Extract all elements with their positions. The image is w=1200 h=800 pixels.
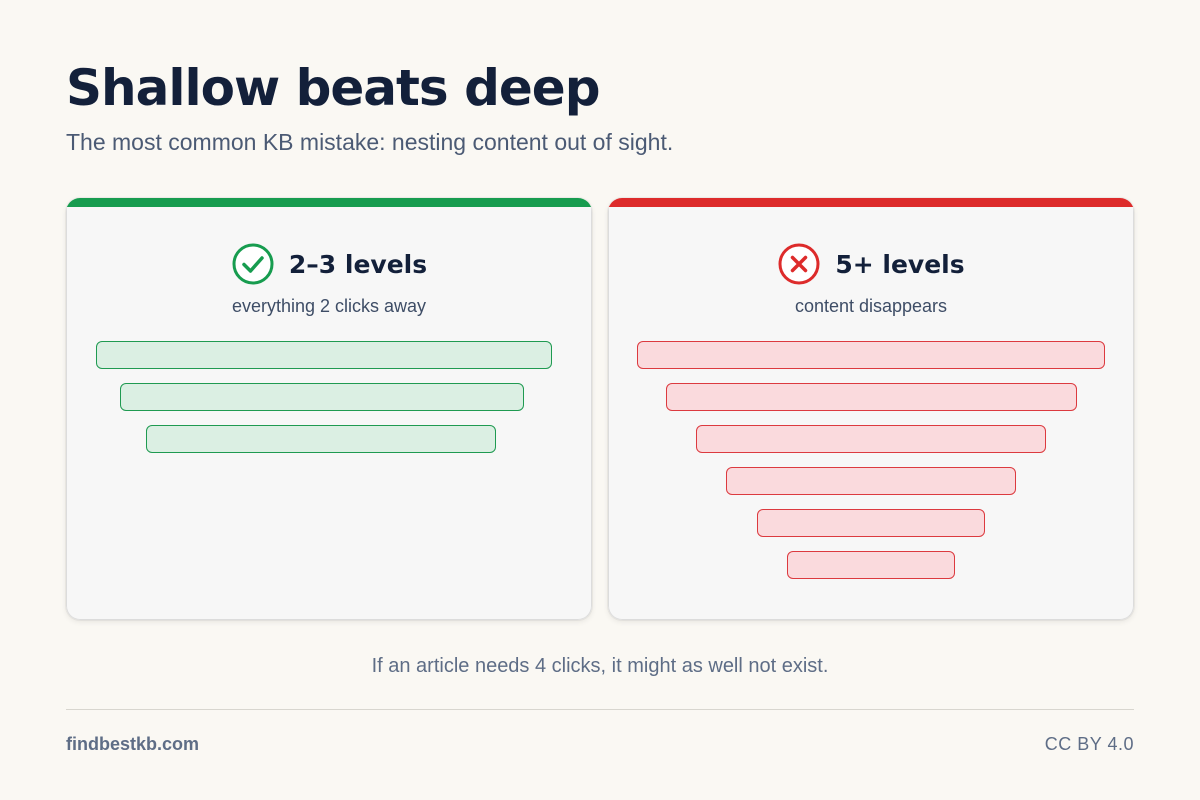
deep-hierarchy-card: 5+ levels content disappears [608, 198, 1134, 620]
level-bar-5 [757, 509, 985, 537]
level-bar-2 [666, 383, 1077, 411]
page-title: Shallow beats deep [66, 59, 600, 117]
level-bar-4 [726, 467, 1016, 495]
good-accent-stripe [66, 198, 592, 207]
card-header: 2–3 levels [66, 242, 592, 286]
page-subtitle: The most common KB mistake: nesting cont… [66, 129, 674, 155]
card-caption: content disappears [794, 296, 948, 316]
level-bar-1 [637, 341, 1105, 369]
level-bar-3 [696, 425, 1046, 453]
footer-divider [66, 709, 1134, 710]
level-bar-1 [96, 341, 552, 369]
card-caption: everything 2 clicks away [231, 296, 427, 316]
site-name: findbestkb.com [66, 734, 200, 754]
level-bar-3 [146, 425, 496, 453]
x-circle-icon [778, 243, 820, 285]
license-label: CC BY 4.0 [1044, 734, 1134, 754]
shallow-hierarchy-card: 2–3 levels everything 2 clicks away [66, 198, 592, 620]
bad-accent-stripe [608, 198, 1134, 207]
level-bar-6 [787, 551, 955, 579]
level-bar-2 [120, 383, 524, 411]
card-title: 2–3 levels [288, 249, 428, 279]
footnote: If an article needs 4 clicks, it might a… [371, 655, 829, 677]
check-circle-icon [232, 243, 274, 285]
card-header: 5+ levels [608, 242, 1134, 286]
card-title: 5+ levels [835, 249, 965, 279]
